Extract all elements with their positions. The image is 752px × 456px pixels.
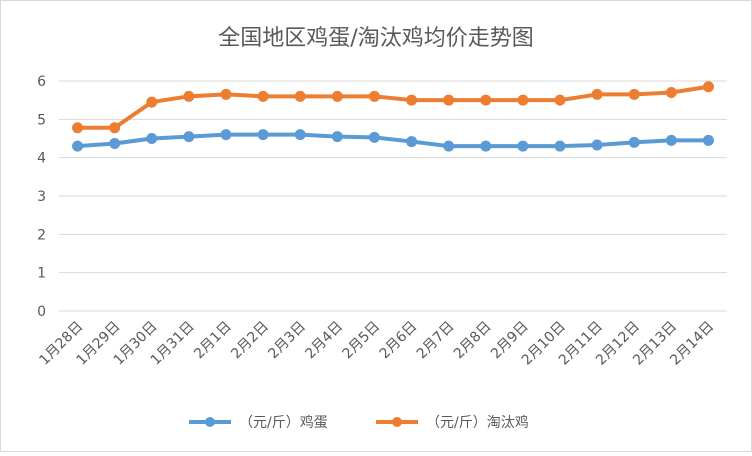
y-tick-label: 2 — [37, 227, 46, 243]
data-point — [183, 131, 195, 143]
grid-lines — [59, 80, 727, 312]
data-point — [591, 88, 603, 100]
x-tick-label: 2月2日 — [228, 319, 272, 363]
legend-label: （元/斤）鸡蛋 — [239, 414, 328, 431]
legend-marker — [392, 417, 402, 427]
x-tick-label: 2月3日 — [265, 319, 309, 363]
data-point — [517, 94, 529, 106]
y-tick-label: 3 — [37, 189, 46, 205]
data-point — [554, 94, 566, 106]
chart-title: 全国地区鸡蛋/淘汰鸡均价走势图 — [218, 26, 533, 51]
series-1 — [72, 129, 714, 152]
legend: （元/斤）鸡蛋 （元/斤）淘汰鸡 — [189, 414, 529, 431]
data-point — [628, 136, 640, 148]
data-point — [517, 140, 529, 152]
y-tick-label: 6 — [37, 74, 46, 90]
legend-item: （元/斤）淘汰鸡 — [376, 414, 529, 431]
data-point — [257, 129, 269, 141]
data-point — [294, 129, 306, 141]
data-point — [72, 140, 84, 152]
series-2 — [72, 81, 714, 134]
data-point — [146, 96, 158, 108]
x-tick-label: 2月7日 — [414, 319, 458, 363]
series-layer — [72, 81, 714, 152]
data-point — [368, 90, 380, 102]
data-point — [257, 90, 269, 102]
data-point — [368, 131, 380, 143]
data-point — [183, 90, 195, 102]
y-tick-label: 0 — [37, 304, 46, 320]
data-point — [294, 90, 306, 102]
y-tick-label: 1 — [37, 266, 46, 282]
x-tick-label: 2月1日 — [191, 319, 235, 363]
data-point — [443, 140, 455, 152]
legend-label: （元/斤）淘汰鸡 — [426, 414, 529, 431]
data-point — [109, 137, 121, 149]
x-tick-label: 2月6日 — [377, 319, 421, 363]
data-point — [331, 131, 343, 143]
legend-item: （元/斤）鸡蛋 — [189, 414, 328, 431]
x-tick-label: 2月8日 — [451, 319, 495, 363]
legend-marker — [205, 417, 215, 427]
data-point — [406, 136, 418, 148]
data-point — [109, 122, 121, 134]
series-line — [75, 132, 711, 149]
series-line — [75, 84, 711, 130]
data-point — [220, 88, 232, 100]
data-point — [480, 94, 492, 106]
x-axis-ticks: 1月28日1月29日1月30日1月31日2月1日2月2日2月3日2月4日2月5日… — [36, 319, 717, 369]
data-point — [665, 134, 677, 146]
data-point — [220, 129, 232, 141]
x-tick-label: 2月5日 — [340, 319, 384, 363]
data-point — [628, 88, 640, 100]
data-point — [331, 90, 343, 102]
data-point — [406, 94, 418, 106]
y-tick-label: 4 — [37, 151, 46, 167]
y-tick-label: 5 — [37, 112, 46, 128]
data-point — [665, 87, 677, 98]
data-point — [480, 140, 492, 152]
x-tick-label: 2月4日 — [302, 319, 346, 363]
data-point — [702, 134, 714, 146]
data-point — [554, 140, 566, 152]
data-point — [72, 122, 84, 134]
y-axis-ticks: 0 1 2 3 4 5 6 — [37, 74, 46, 320]
data-point — [146, 133, 158, 144]
data-point — [591, 139, 603, 151]
data-point — [443, 94, 455, 106]
data-point — [702, 81, 714, 93]
